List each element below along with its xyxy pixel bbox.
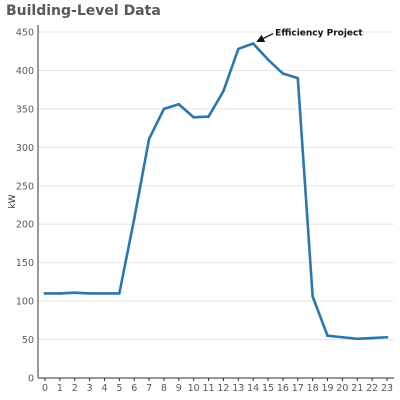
data-point-23 xyxy=(385,335,389,339)
data-point-19 xyxy=(326,334,329,338)
x-tick-label-9: 9 xyxy=(176,383,182,394)
x-tick-label-18: 18 xyxy=(307,383,319,394)
y-tick-label-300: 300 xyxy=(16,143,34,154)
y-tick-label-200: 200 xyxy=(16,220,34,231)
x-tick-label-17: 17 xyxy=(292,383,304,394)
data-point-4 xyxy=(103,292,106,295)
data-point-1 xyxy=(58,292,62,295)
y-tick-label-350: 350 xyxy=(16,104,34,115)
data-point-12 xyxy=(222,89,225,93)
annotation-layer: Efficiency Project xyxy=(256,29,363,43)
y-tick-label-400: 400 xyxy=(16,66,34,77)
x-tick-label-11: 11 xyxy=(203,383,215,394)
x-tick-label-6: 6 xyxy=(131,383,137,394)
x-tick-label-2: 2 xyxy=(72,383,78,394)
y-tick-label-50: 50 xyxy=(22,335,34,346)
gridlines xyxy=(38,31,394,341)
x-tick-label-12: 12 xyxy=(217,383,229,394)
x-tick-label-16: 16 xyxy=(277,383,289,394)
x-tick-label-7: 7 xyxy=(146,383,152,394)
axes xyxy=(37,25,394,379)
annotation-arrow-0 xyxy=(256,32,274,43)
data-point-21 xyxy=(355,337,359,341)
data-point-14 xyxy=(251,42,255,45)
y-tick-labels: 0 50 100 150 200 250 300 350 400 450 xyxy=(16,28,34,385)
x-tick-label-0: 0 xyxy=(42,383,48,394)
x-tick-label-15: 15 xyxy=(262,383,274,394)
x-tick-label-13: 13 xyxy=(232,383,244,394)
data-point-8 xyxy=(162,107,166,111)
data-point-17 xyxy=(296,76,300,80)
data-point-10 xyxy=(192,116,195,119)
data-point-11 xyxy=(207,115,210,118)
data-point-13 xyxy=(237,47,240,51)
x-tick-label-5: 5 xyxy=(116,383,122,394)
x-tick-label-14: 14 xyxy=(247,383,259,394)
x-tick-label-22: 22 xyxy=(366,383,378,394)
x-tick-label-4: 4 xyxy=(101,383,107,394)
y-tick-label-450: 450 xyxy=(16,28,34,39)
x-tick-label-10: 10 xyxy=(188,383,200,394)
x-tick-label-8: 8 xyxy=(161,383,167,394)
y-tick-label-100: 100 xyxy=(16,297,34,308)
x-tick-labels: 0 1 2 3 4 5 6 7 8 9 10 11 12 13 14 15 16 17 18 19 20 21 22 23 xyxy=(42,378,393,394)
data-point-16 xyxy=(281,72,285,75)
data-point-2 xyxy=(73,291,77,294)
y-axis-title: kW xyxy=(8,194,18,208)
x-tick-label-20: 20 xyxy=(336,383,348,394)
series-line-0 xyxy=(43,42,389,341)
data-point-22 xyxy=(370,336,374,340)
data-point-6 xyxy=(132,217,136,221)
x-tick-label-3: 3 xyxy=(87,383,93,394)
data-point-3 xyxy=(88,292,91,295)
chart-title: Building-Level Data xyxy=(6,3,161,19)
series-layer xyxy=(43,42,389,341)
y-tick-label-0: 0 xyxy=(28,374,34,385)
x-tick-label-1: 1 xyxy=(57,383,63,394)
data-point-7 xyxy=(147,137,151,141)
x-tick-label-21: 21 xyxy=(351,383,363,394)
y-tick-label-250: 250 xyxy=(16,181,34,192)
data-point-18 xyxy=(311,295,314,298)
y-tick-label-150: 150 xyxy=(16,258,34,269)
annotation-label-0: Efficiency Project xyxy=(275,29,363,39)
data-point-20 xyxy=(341,335,344,339)
x-tick-label-23: 23 xyxy=(381,383,393,394)
x-tick-label-19: 19 xyxy=(321,383,333,394)
data-point-15 xyxy=(266,58,270,61)
data-point-0 xyxy=(43,292,47,295)
data-point-9 xyxy=(177,102,181,106)
data-point-5 xyxy=(118,292,121,295)
